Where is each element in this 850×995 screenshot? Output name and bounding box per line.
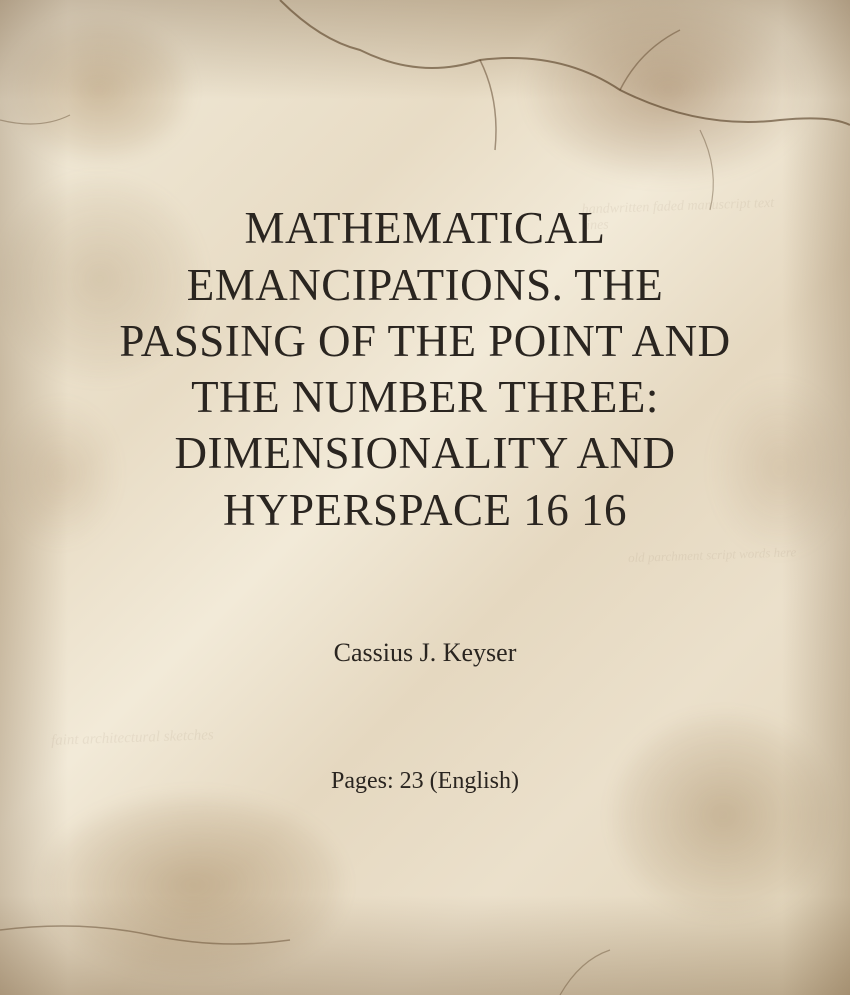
book-cover: handwritten faded manuscript text lines … [0,0,850,995]
content-block: MATHEMATICAL EMANCIPATIONS. THE PASSING … [85,200,765,795]
book-title: MATHEMATICAL EMANCIPATIONS. THE PASSING … [105,200,745,538]
book-author: Cassius J. Keyser [334,638,517,668]
book-pages-info: Pages: 23 (English) [331,768,519,795]
aging-stain [9,20,189,160]
aging-stain [43,795,343,975]
aging-stain [528,0,808,180]
